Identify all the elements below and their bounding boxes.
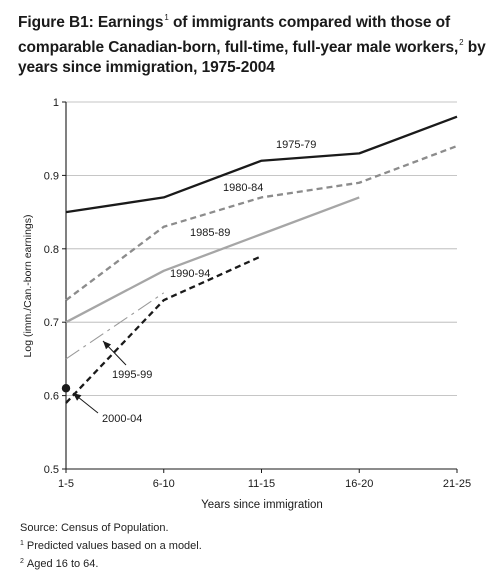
data-point-2000-04 <box>61 384 71 393</box>
title-text-3: by years since immigration, 1975-2004 <box>18 39 486 76</box>
series-label-1975-79: 1975-79 <box>276 139 316 151</box>
arrow-2000-04-head <box>73 393 82 401</box>
footnote-1-marker: 1 <box>20 540 24 547</box>
axes: 0.5 0.6 0.7 0.8 0.9 1 1-5 6-10 11-15 16-20 21-25 <box>44 97 471 490</box>
x-tick-label: 11-15 <box>248 478 275 490</box>
series-label-1995-99: 1995-99 <box>112 369 152 381</box>
series-line-1990-94 <box>65 255 262 404</box>
line-chart: 0.5 0.6 0.7 0.8 0.9 1 1-5 6-10 11-15 16-20 21-25 1… <box>22 97 471 511</box>
x-axis-label: Years since immigration <box>201 499 323 511</box>
title-footnote-marker-2: 2 <box>459 38 464 47</box>
chart-notes: Source: Census of Population. 1 Predicted… <box>20 521 202 572</box>
y-tick-label: 0.7 <box>44 317 59 329</box>
series-label-1980-84: 1980-84 <box>223 182 263 194</box>
x-tick-label: 6-10 <box>153 478 175 490</box>
title-text-2: of immigrants compared with those of com… <box>18 14 459 56</box>
footnote-2-text: Aged 16 to 64. <box>26 558 99 570</box>
title-footnote-marker-1: 1 <box>164 13 169 22</box>
y-tick-label: 1 <box>53 97 59 109</box>
arrow-1995-99-head <box>103 341 112 350</box>
y-tick-label: 0.8 <box>44 244 59 256</box>
footnote-1-text: Predicted values based on a model. <box>26 540 202 552</box>
y-axis-label: Log (imm./Can.-born earnings) <box>22 215 34 358</box>
source-note: Source: Census of Population. <box>20 522 169 534</box>
series-label-2000-04: 2000-04 <box>102 413 142 425</box>
series-line-1980-84 <box>65 144 458 302</box>
y-tick-label: 0.6 <box>44 391 59 403</box>
footnote-2-marker: 2 <box>20 558 24 565</box>
x-tick-label: 21-25 <box>443 478 471 490</box>
y-tick-label: 0.9 <box>44 170 59 182</box>
series-labels: 1975-79 1980-84 1985-89 1990-94 1995-99 2000-… <box>72 139 316 425</box>
series-lines <box>61 115 458 404</box>
series-label-1990-94: 1990-94 <box>170 268 210 280</box>
footnote-2: 2 Aged 16 to 64. <box>20 554 202 572</box>
series-line-1985-89 <box>65 196 360 324</box>
series-line-1975-79 <box>65 115 458 214</box>
footnote-1: 1 Predicted values based on a model. <box>20 536 202 554</box>
x-tick-label: 16-20 <box>345 478 373 490</box>
chart-title: Figure B1: Earnings1 of immigrants compa… <box>18 8 488 78</box>
series-label-1985-89: 1985-89 <box>190 227 230 239</box>
x-tick-label: 1-5 <box>58 478 74 490</box>
series-line-1995-99 <box>65 292 165 360</box>
title-text-1: Figure B1: Earnings <box>18 14 164 31</box>
y-tick-label: 0.5 <box>44 464 59 476</box>
gridlines <box>66 101 457 397</box>
